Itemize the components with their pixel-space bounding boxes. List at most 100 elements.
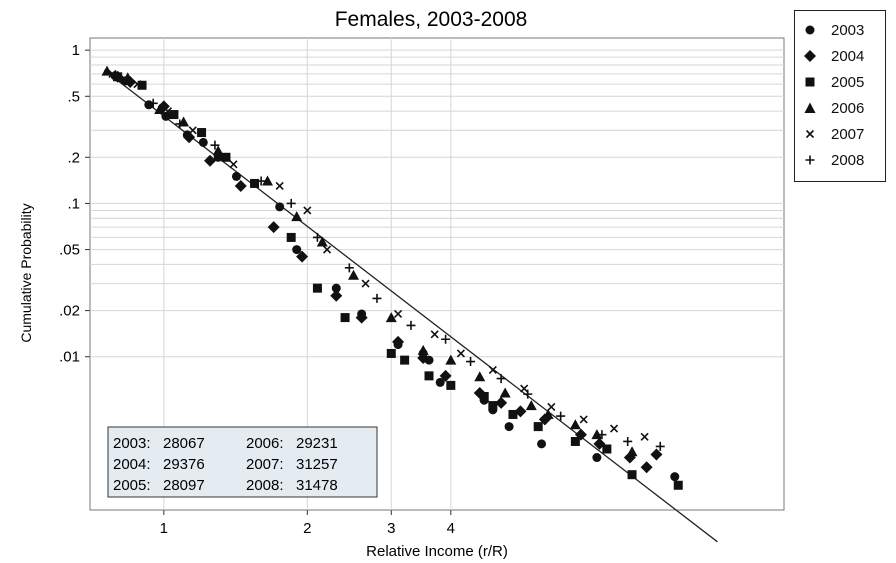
- point-2006: [474, 371, 486, 382]
- y-tick-label: .05: [59, 242, 80, 259]
- point-2008: [372, 293, 382, 303]
- point-2003: [275, 202, 285, 212]
- point-2007: [393, 309, 403, 319]
- annotation-value-2003: 28067: [163, 435, 205, 452]
- point-2008: [256, 176, 266, 186]
- annotation-value-2005: 28097: [163, 477, 205, 494]
- legend-label-2007: 2007: [831, 125, 865, 143]
- legend-item-2006: 2006: [795, 95, 885, 121]
- series-2007: [108, 69, 649, 441]
- point-2005: [400, 355, 410, 365]
- point-2007: [547, 402, 556, 412]
- point-2008: [466, 357, 476, 367]
- point-2006: [591, 429, 603, 440]
- point-2006: [525, 400, 537, 411]
- point-2005: [602, 444, 612, 454]
- point-2006: [291, 211, 303, 222]
- point-2006: [569, 419, 581, 430]
- point-2003: [198, 137, 208, 147]
- point-2008: [523, 389, 533, 399]
- point-2008: [175, 119, 185, 129]
- x-tick-label: 3: [387, 520, 395, 537]
- legend-item-2007: 2007: [795, 121, 885, 147]
- point-2004: [234, 179, 247, 192]
- point-2007: [275, 181, 284, 191]
- point-2008: [286, 198, 296, 208]
- diamond-marker-icon: [795, 46, 825, 66]
- point-2004: [392, 335, 405, 348]
- point-2006: [101, 65, 113, 76]
- point-2003: [537, 439, 547, 449]
- point-2007: [361, 279, 370, 288]
- x-tick-label: 2: [303, 520, 311, 537]
- point-2005: [627, 470, 637, 480]
- point-2008: [344, 263, 354, 273]
- point-2005: [446, 380, 456, 390]
- point-2007: [520, 384, 529, 393]
- point-2004: [330, 289, 343, 302]
- point-2006: [316, 236, 328, 247]
- annotation-value-2006: 29231: [296, 435, 338, 452]
- point-2008: [441, 334, 451, 344]
- annotation-year-2004: 2004:: [113, 456, 151, 473]
- point-2005: [508, 409, 518, 419]
- point-2006: [626, 446, 638, 457]
- sample-size-annotation: 2003: 28067 2004: 29376 2005: 28097 2006…: [107, 426, 378, 498]
- point-2006: [122, 72, 134, 83]
- point-2003: [231, 171, 241, 181]
- point-2004: [183, 131, 196, 144]
- point-2006: [542, 408, 554, 419]
- point-2005: [137, 80, 147, 90]
- point-2004: [267, 221, 280, 234]
- point-2005: [221, 152, 231, 162]
- point-2005: [570, 436, 580, 446]
- point-2007: [609, 424, 619, 433]
- legend-item-2003: 2003: [795, 17, 885, 43]
- x-marker-icon: [795, 124, 825, 144]
- circle-marker-icon: [795, 20, 825, 40]
- point-2006: [417, 344, 429, 355]
- legend-label-2006: 2006: [831, 99, 865, 117]
- point-2007: [188, 126, 197, 135]
- legend-item-2004: 2004: [795, 43, 885, 69]
- point-2007: [640, 432, 649, 441]
- x-axis: 1 2 3 4: [160, 510, 455, 537]
- point-2008: [406, 320, 416, 330]
- point-2008: [115, 73, 125, 83]
- point-2003: [592, 453, 602, 463]
- point-2005: [340, 313, 350, 323]
- annotation-year-2005: 2005:: [113, 477, 151, 494]
- point-2007: [430, 330, 439, 339]
- point-2006: [445, 354, 457, 365]
- point-2008: [556, 411, 566, 421]
- chart-title: Females, 2003-2008: [335, 8, 528, 31]
- annotation-value-2007: 31257: [296, 456, 338, 473]
- point-2008: [496, 374, 506, 384]
- point-2003: [144, 100, 154, 110]
- point-2003: [292, 245, 302, 255]
- point-2007: [303, 206, 312, 215]
- plot-frame: [89, 37, 785, 511]
- point-2005: [169, 110, 179, 120]
- point-2008: [210, 140, 220, 150]
- point-2005: [424, 371, 434, 381]
- y-tick-label: .02: [59, 303, 80, 320]
- point-2007: [108, 69, 117, 78]
- annotation-year-2008: 2008:: [246, 477, 284, 494]
- point-2005: [286, 232, 296, 242]
- point-2004: [296, 250, 309, 263]
- fit-line: [103, 69, 718, 543]
- point-2007: [456, 349, 465, 358]
- point-2004: [650, 448, 663, 461]
- annotation-value-2004: 29376: [163, 456, 205, 473]
- point-2005: [386, 348, 396, 358]
- y-tick-label: 1: [72, 42, 80, 59]
- legend-item-2008: 2008: [795, 147, 885, 173]
- point-2003: [331, 283, 341, 293]
- x-tick-label: 4: [447, 520, 455, 537]
- plus-marker-icon: [795, 150, 825, 170]
- point-2003: [161, 111, 171, 121]
- square-marker-icon: [795, 72, 825, 92]
- data-points: [101, 65, 683, 490]
